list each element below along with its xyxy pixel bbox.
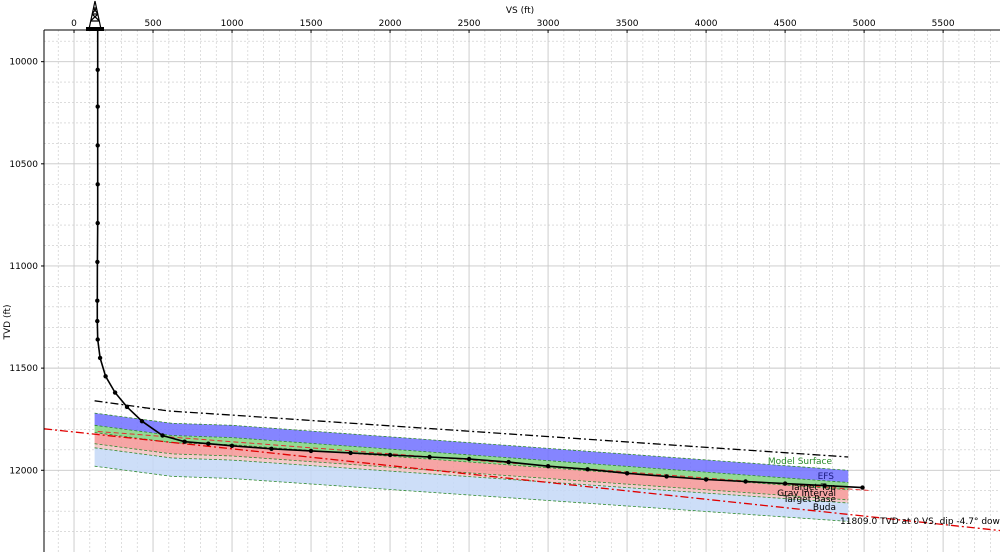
efs-label: EFS — [818, 472, 835, 482]
target-top-label: Target Top — [789, 483, 836, 493]
survey-point — [112, 390, 118, 395]
x-tick-label: 4000 — [695, 19, 718, 29]
dip-line — [43, 428, 1000, 532]
survey-point — [95, 67, 100, 73]
survey-point — [743, 479, 748, 484]
y-tick-label: 11000 — [9, 262, 38, 272]
y-tick-label: 10500 — [9, 160, 38, 170]
survey-point — [822, 483, 827, 488]
y-axis-label: TVD (ft) — [3, 304, 13, 340]
survey-point — [229, 443, 235, 448]
x-tick-label: 1000 — [221, 19, 244, 29]
x-tick-label: 2500 — [458, 19, 481, 29]
rig-derrick — [88, 0, 102, 30]
x-axis-label: VS (ft) — [506, 6, 534, 16]
x-tick-label: 0 — [71, 19, 77, 29]
x-tick-label: 3000 — [537, 19, 560, 29]
horizon-top-line — [94, 443, 849, 501]
wellbore-trajectory — [95, 31, 865, 490]
survey-point — [585, 467, 590, 472]
survey-point — [95, 104, 100, 109]
axes: VS (ft) TVD (ft) — [3, 6, 1000, 552]
y-tick-label: 12000 — [9, 466, 38, 476]
survey-point — [97, 355, 103, 361]
survey-point — [95, 337, 100, 342]
survey-point — [124, 404, 130, 410]
survey-point — [95, 143, 100, 148]
survey-point — [624, 471, 630, 476]
x-tick-label: 5000 — [853, 19, 876, 29]
gray-interval-label: Gray Interval — [777, 489, 836, 499]
survey-point — [206, 441, 211, 446]
drilling-rig-icon — [86, 0, 104, 31]
horizon-labels: Model Surface EFS Target Top Gray Interv… — [768, 457, 1000, 527]
survey-point — [269, 446, 274, 451]
horizon-top-line — [94, 424, 849, 483]
rig-base — [86, 27, 104, 31]
y-tick-label: 10000 — [9, 58, 38, 68]
survey-point — [506, 459, 511, 465]
horizon-top-line — [94, 412, 849, 471]
tick-labels: 0 500 1000 1500 2000 2500 3000 3500 4000 4500 5000… — [9, 19, 954, 476]
x-tick-label: 4500 — [774, 19, 797, 29]
survey-point — [95, 259, 100, 265]
model-surface-line — [94, 400, 849, 458]
horizon-band-efs — [94, 413, 849, 483]
survey-point — [103, 374, 108, 379]
survey-point — [664, 474, 669, 479]
horizon-band-target-base — [94, 443, 849, 503]
survey-point — [95, 220, 100, 226]
survey-point — [545, 464, 551, 469]
survey-point — [95, 318, 100, 324]
survey-point — [139, 419, 145, 424]
x-tick-label: 1500 — [300, 19, 323, 29]
survey-point — [182, 439, 187, 444]
horizon-top-line — [94, 432, 849, 491]
survey-point — [160, 433, 165, 438]
horizon-bottom-line — [94, 465, 849, 522]
model-surface-label: Model Surface — [768, 457, 833, 467]
survey-point — [95, 298, 100, 303]
reference-lines — [43, 400, 1000, 532]
buda-label: Buda — [813, 503, 836, 513]
x-tick-label: 2000 — [379, 19, 402, 29]
y-tick-label: 11500 — [9, 364, 38, 374]
dip-annotation: 11809.0 TVD at 0 VS, dip -4.7° down — [840, 517, 1000, 527]
survey-point — [348, 450, 353, 456]
survey-point — [782, 481, 788, 486]
x-tick-label: 5500 — [932, 19, 955, 29]
target-dip-line — [97, 430, 873, 492]
horizon-band-target-top — [94, 425, 849, 490]
x-tick-label: 500 — [144, 19, 161, 29]
survey-point — [703, 477, 709, 482]
horizon-band-buda — [94, 447, 849, 522]
survey-point — [427, 454, 432, 460]
survey-point — [466, 456, 472, 462]
target-base-label: Target Base — [782, 495, 836, 505]
x-tick-label: 3500 — [616, 19, 639, 29]
survey-point — [308, 448, 314, 454]
survey-point — [860, 485, 865, 490]
survey-point — [387, 452, 393, 458]
survey-point — [95, 182, 100, 187]
